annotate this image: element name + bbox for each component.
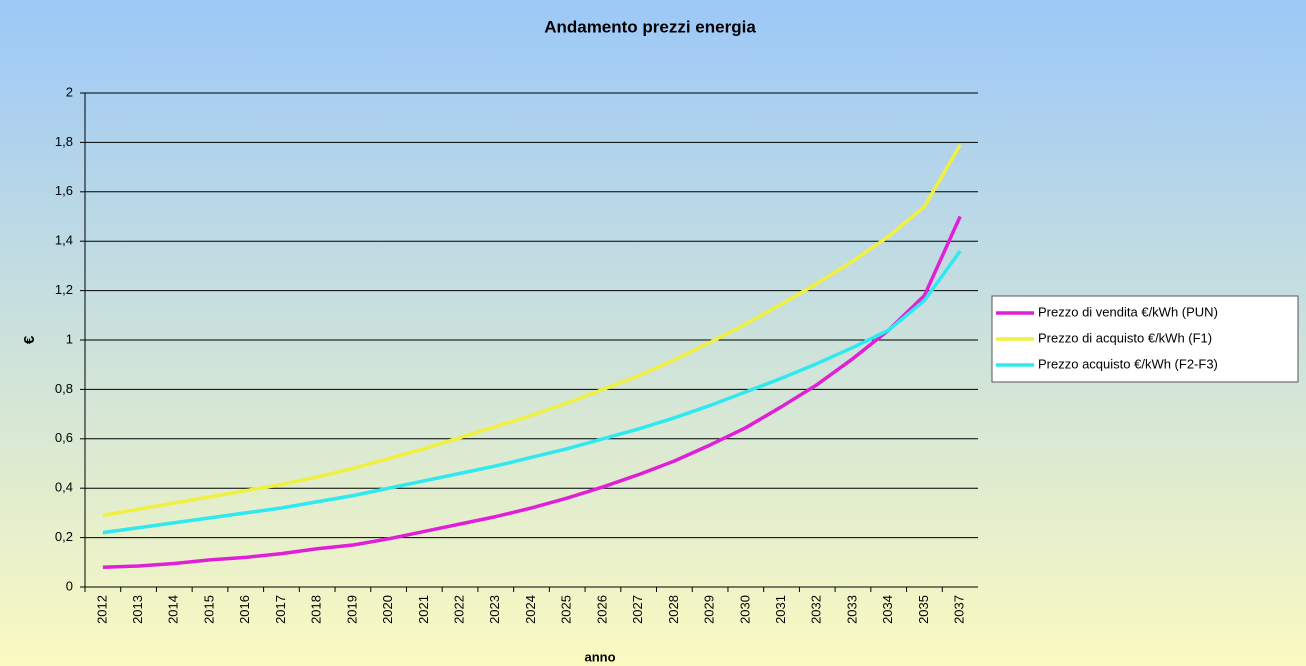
legend [991,295,1299,383]
x-tick-label: 2013 [130,595,145,624]
series-line [102,143,962,518]
x-tick-label: 2028 [666,595,681,624]
legend-label: Prezzo acquisto €/kWh (F2-F3) [1038,356,1218,371]
x-tick-label: 2032 [809,595,824,624]
y-tick-label: 0,4 [55,480,73,495]
y-tick-label: 1,2 [55,282,73,297]
y-tick-label: 0,6 [55,430,73,445]
y-axis-label: € [21,335,38,344]
series-line [102,250,962,535]
x-tick-label: 2031 [773,595,788,624]
y-tick-label: 1,8 [55,134,73,149]
x-tick-label: 2029 [702,595,717,624]
x-tick-label: 2012 [94,595,109,624]
x-tick-label: 2017 [273,595,288,624]
legend-label: Prezzo di vendita €/kWh (PUN) [1038,304,1218,319]
x-tick-label: 2016 [237,595,252,624]
x-axis-label: anno [584,649,615,664]
y-tick-label: 0 [66,578,73,593]
y-tick-label: 0,8 [55,381,73,396]
y-tick-label: 1 [66,331,73,346]
x-tick-label: 2022 [451,595,466,624]
y-tick-label: 1,6 [55,183,73,198]
series-line [102,215,962,569]
y-tick-label: 0,2 [55,529,73,544]
x-tick-label: 2018 [309,595,324,624]
x-tick-label: 2015 [201,595,216,624]
x-tick-label: 2019 [344,595,359,624]
x-tick-label: 2033 [844,595,859,624]
y-tick-label: 1,4 [55,233,73,248]
x-tick-label: 2027 [630,595,645,624]
x-tick-label: 2030 [737,595,752,624]
x-tick-label: 2023 [487,595,502,624]
x-tick-label: 2014 [166,595,181,624]
x-tick-label: 2026 [594,595,609,624]
x-tick-label: 2024 [523,595,538,624]
legend-label: Prezzo di acquisto €/kWh (F1) [1038,330,1212,345]
chart-title: Andamento prezzi energia [544,17,756,36]
x-tick-label: 2037 [952,595,967,624]
x-tick-label: 2025 [559,595,574,624]
y-tick-label: 2 [66,84,73,99]
x-tick-label: 2035 [916,595,931,624]
x-tick-label: 2020 [380,595,395,624]
x-tick-label: 2034 [880,595,895,624]
x-tick-label: 2021 [416,595,431,624]
